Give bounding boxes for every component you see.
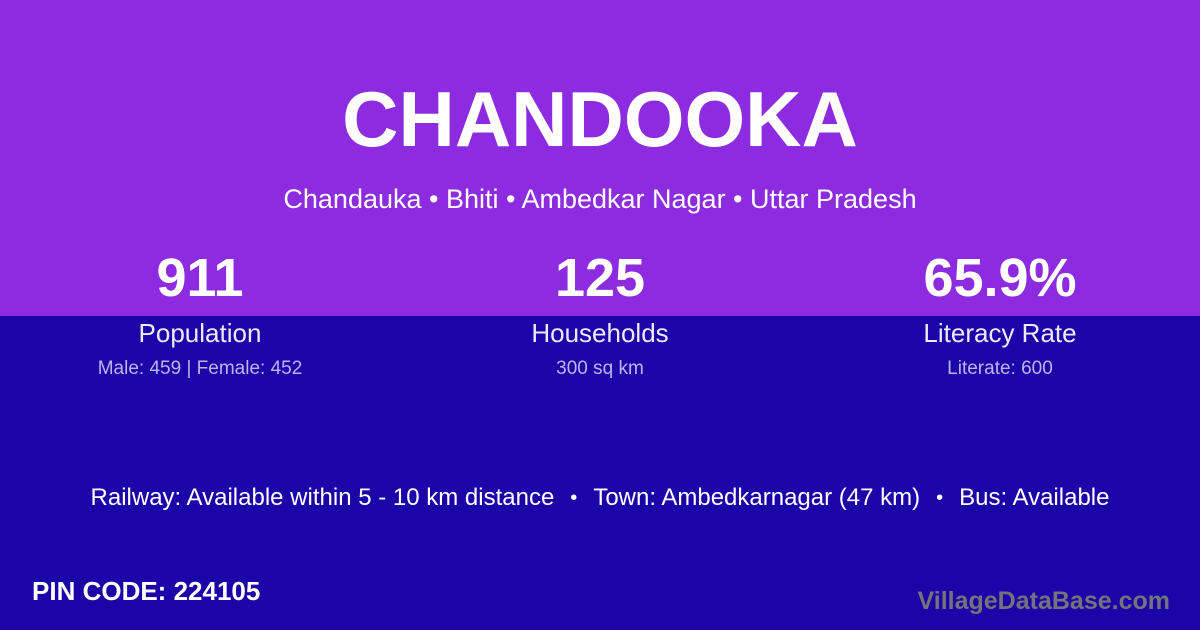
watermark: VillageDataBase.com <box>917 587 1170 615</box>
literacy-value: 65.9% <box>923 248 1077 308</box>
railway-info: Railway: Available within 5 - 10 km dist… <box>90 484 555 511</box>
header-section <box>0 0 1200 316</box>
stat-population: 911 Population Male: 459 | Female: 452 <box>0 246 400 382</box>
population-value: 911 <box>156 248 244 308</box>
bullet-separator: • <box>936 487 944 510</box>
households-detail: 300 sq km <box>556 358 644 379</box>
population-detail: Male: 459 | Female: 452 <box>97 358 303 379</box>
details-section <box>0 316 1200 630</box>
households-label: Households <box>531 318 669 348</box>
stat-literacy-rate: 65.9% Literacy Rate Literate: 600 <box>800 246 1200 382</box>
location-breadcrumb: Chandauka • Bhiti • Ambedkar Nagar • Utt… <box>283 184 917 214</box>
pin-code: PIN CODE: 224105 <box>32 576 261 606</box>
literacy-detail: Literate: 600 <box>947 358 1053 379</box>
page-title: CHANDOOKA <box>342 75 858 163</box>
population-label: Population <box>138 318 262 348</box>
transport-info-line: Railway: Available within 5 - 10 km dist… <box>0 484 1200 512</box>
stat-households: 125 Households 300 sq km <box>400 246 800 382</box>
stats-row: 911 Population Male: 459 | Female: 452 1… <box>0 246 1200 382</box>
literacy-label: Literacy Rate <box>923 318 1077 348</box>
bus-info: Bus: Available <box>959 484 1110 511</box>
town-info: Town: Ambedkarnagar (47 km) <box>593 484 921 511</box>
households-value: 125 <box>554 248 646 308</box>
bullet-separator: • <box>570 487 578 510</box>
